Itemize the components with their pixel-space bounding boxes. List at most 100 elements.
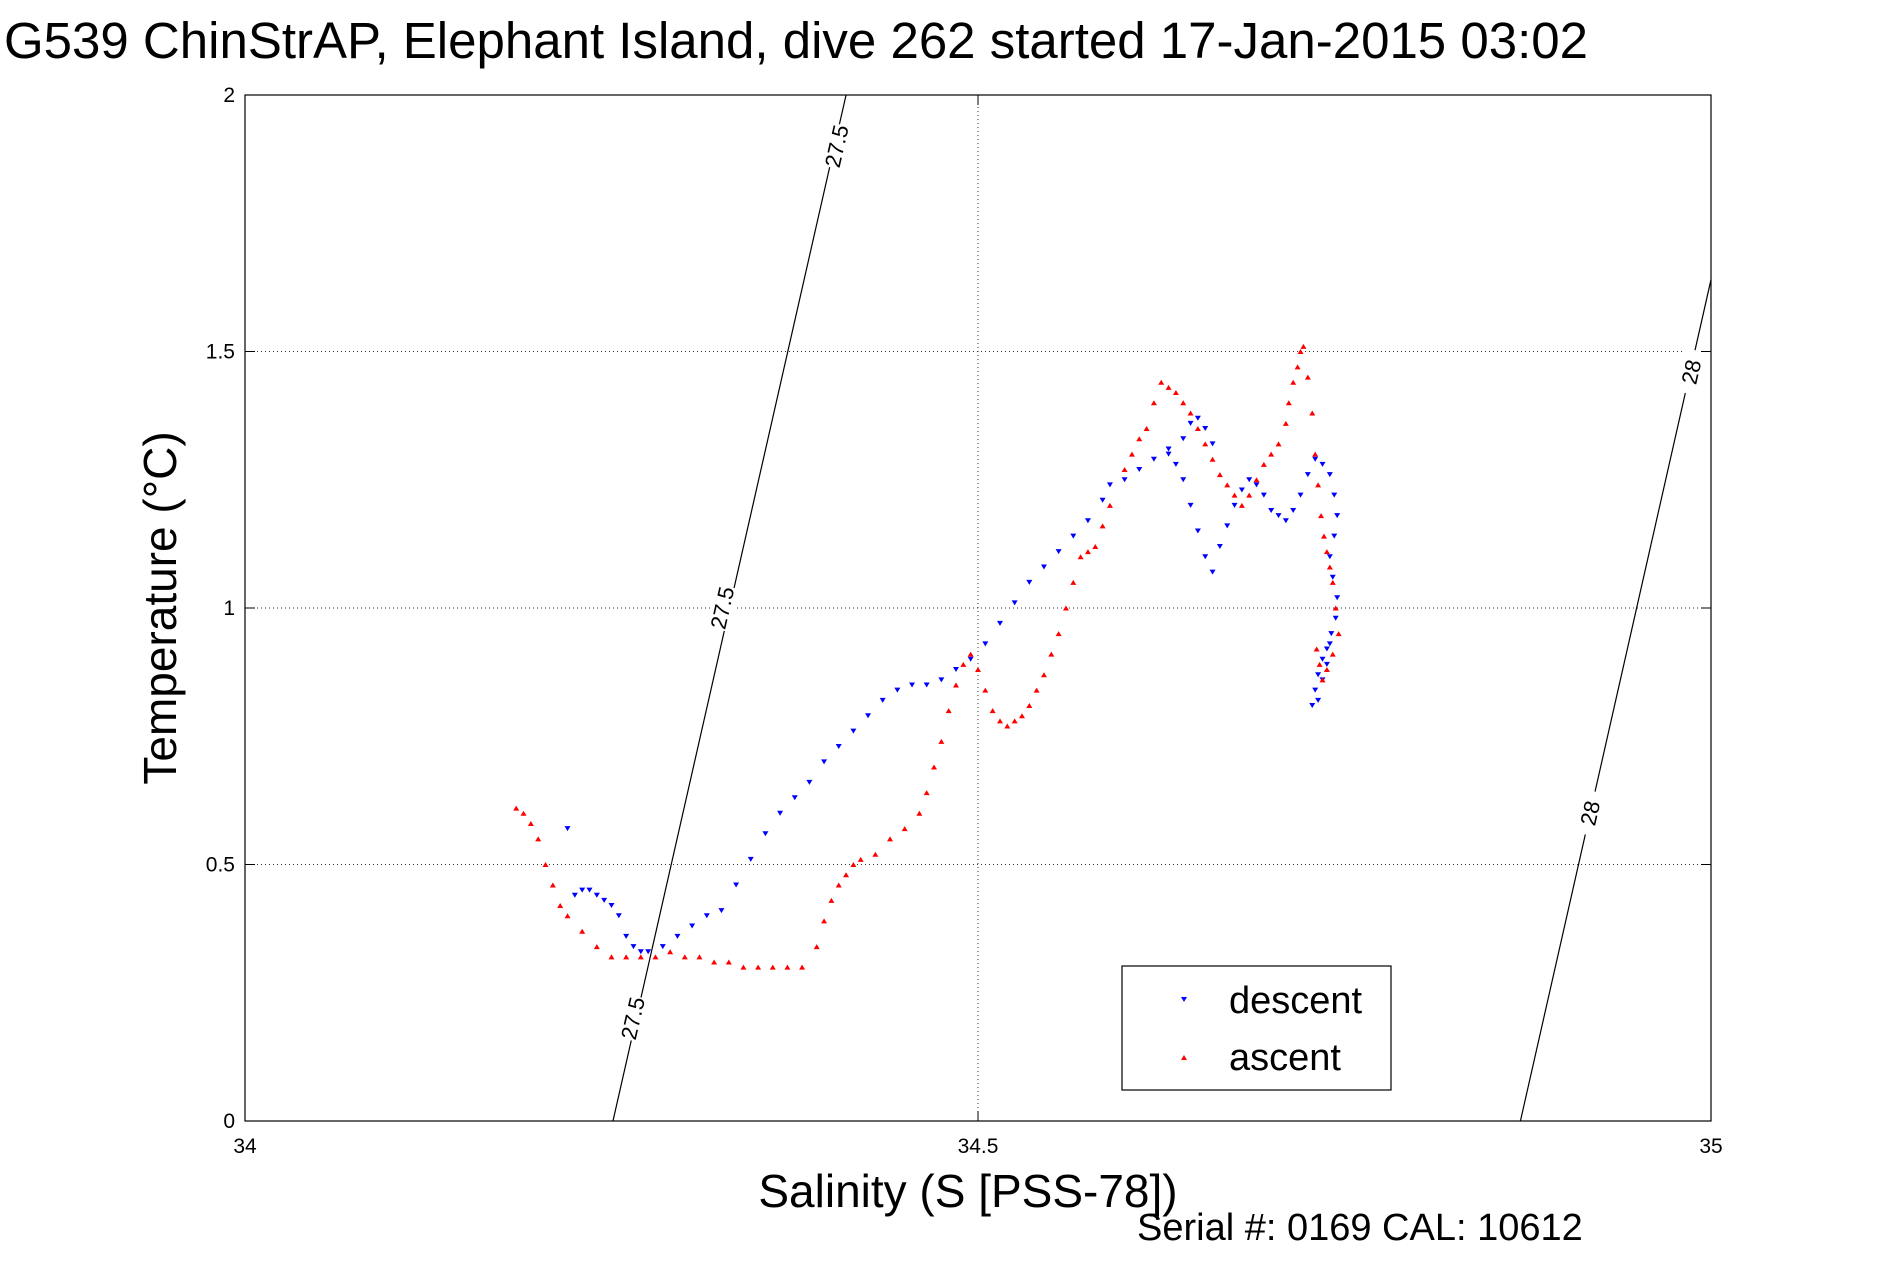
- ascent-point: [1018, 713, 1025, 719]
- descent-point: [894, 687, 901, 693]
- ascent-point: [1313, 646, 1320, 652]
- descent-point: [835, 744, 842, 750]
- y-tick-label: 1: [223, 597, 235, 620]
- ascent-point: [1260, 461, 1267, 467]
- descent-point: [718, 908, 725, 914]
- descent-point: [1253, 482, 1260, 488]
- ascent-point: [996, 718, 1003, 724]
- legend-label-ascent: ascent: [1229, 1037, 1341, 1079]
- x-axis-label: Salinity (S [PSS-78]): [758, 1165, 1177, 1217]
- ascent-point: [1106, 502, 1113, 508]
- ascent-point: [923, 790, 930, 796]
- descent-point: [1326, 641, 1333, 647]
- descent-point: [806, 779, 813, 785]
- ascent-point: [843, 872, 850, 878]
- ascent-point: [857, 856, 864, 862]
- y-axis-label: Temperature (°C): [134, 431, 186, 784]
- ascent-point: [1246, 492, 1253, 498]
- ascent-point: [1026, 702, 1033, 708]
- ascent-point: [1312, 451, 1319, 457]
- grid-lines: [245, 95, 1711, 1121]
- descent-point: [1309, 702, 1316, 708]
- isopycnal-label-bg: [1675, 347, 1709, 397]
- descent-point: [1290, 508, 1297, 514]
- ascent-point: [1268, 451, 1275, 457]
- descent-point: [1328, 631, 1335, 637]
- descent-point: [645, 949, 652, 955]
- descent-point: [1121, 477, 1128, 483]
- ascent-point: [1048, 651, 1055, 657]
- descent-point: [1180, 477, 1187, 483]
- ascent-point: [784, 964, 791, 970]
- ascent-point: [1253, 477, 1260, 483]
- descent-point: [953, 667, 960, 673]
- legend: descent ascent: [1121, 965, 1392, 1091]
- legend-box: [1121, 965, 1392, 1091]
- ascent-point: [1329, 651, 1336, 657]
- descent-point: [564, 826, 571, 832]
- descent-point: [1106, 482, 1113, 488]
- descent-point: [1055, 549, 1062, 555]
- descent-point: [630, 944, 637, 950]
- ascent-point: [564, 913, 571, 919]
- descent-point: [1070, 533, 1077, 539]
- descent-point: [821, 759, 828, 765]
- serial-footer: Serial #: 0169 CAL: 10612: [1137, 1207, 1583, 1249]
- descent-point: [1334, 595, 1341, 601]
- descent-point: [615, 913, 622, 919]
- descent-point: [1329, 574, 1336, 580]
- ascent-point: [835, 882, 842, 888]
- isopycnal-label-bg: [820, 122, 854, 171]
- descent-point: [659, 944, 666, 950]
- ascent-point: [1194, 425, 1201, 431]
- descent-point: [579, 887, 586, 893]
- isopycnal-label: 28: [1677, 357, 1707, 386]
- x-tick-label: 35: [1699, 1135, 1722, 1158]
- y-tick-label: 0: [223, 1110, 235, 1133]
- ascent-point: [967, 651, 974, 657]
- descent-point: [996, 620, 1003, 626]
- ascent-point: [1294, 364, 1301, 370]
- descent-point: [571, 892, 578, 898]
- ascent-point: [542, 862, 549, 867]
- ascent-point: [1180, 400, 1187, 406]
- descent-point: [703, 913, 710, 919]
- ascent-point: [1335, 631, 1342, 637]
- isopycnal-label: 28: [1575, 798, 1605, 827]
- descent-point: [1315, 697, 1322, 703]
- ascent-point: [872, 851, 879, 857]
- ascent-point: [901, 826, 908, 832]
- ascent-point: [593, 944, 600, 950]
- ascent-point: [667, 949, 674, 955]
- descent-point: [1319, 461, 1326, 467]
- descent-point: [1209, 441, 1216, 447]
- descent-point: [1084, 518, 1091, 524]
- descent-point: [1323, 661, 1330, 667]
- descent-point: [791, 795, 798, 801]
- descent-point: [1332, 615, 1339, 621]
- data-points: [513, 343, 1342, 970]
- ascent-point: [527, 820, 534, 826]
- ascent-point: [1231, 492, 1238, 498]
- descent-point: [608, 903, 615, 909]
- ascent-point: [938, 738, 945, 744]
- ascent-point: [1158, 379, 1165, 385]
- ascent-point: [1187, 410, 1194, 416]
- ascent-point: [1121, 466, 1128, 472]
- ascent-point: [769, 964, 776, 970]
- descent-point: [777, 810, 784, 816]
- ascent-point: [821, 918, 828, 924]
- descent-point: [1246, 477, 1253, 483]
- descent-point: [1224, 523, 1231, 529]
- ascent-point: [1323, 667, 1330, 673]
- descent-point: [1304, 472, 1311, 478]
- ascent-point: [975, 667, 981, 673]
- ascent-point: [711, 959, 718, 965]
- ascent-point: [1320, 533, 1327, 539]
- legend-marker-ascent: [1181, 1055, 1187, 1060]
- descent-point: [1238, 487, 1245, 493]
- ascent-point: [535, 836, 542, 842]
- descent-point: [1172, 461, 1179, 467]
- ascent-point: [623, 954, 630, 960]
